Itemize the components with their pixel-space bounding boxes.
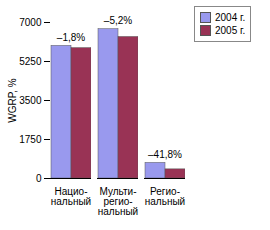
svg-text:Нацио-нальный: Нацио-нальный <box>51 186 91 207</box>
svg-text:–41,8%: –41,8% <box>148 149 182 160</box>
svg-text:3500: 3500 <box>19 95 42 106</box>
svg-text:1750: 1750 <box>19 134 42 145</box>
svg-text:7000: 7000 <box>19 17 42 28</box>
svg-text:0: 0 <box>36 173 42 184</box>
svg-text:–1,8%: –1,8% <box>57 32 85 43</box>
svg-text:Мульти-регио-нальный: Мульти-регио-нальный <box>98 186 138 217</box>
svg-text:5250: 5250 <box>19 56 42 67</box>
svg-text:–5,2%: –5,2% <box>104 15 132 26</box>
html-text:2005 г.: 2005 г. <box>215 25 246 36</box>
svg-text:WGRP, %: WGRP, % <box>7 78 18 122</box>
svg-text:Регио-нальный: Регио-нальный <box>145 186 185 207</box>
html-text:2004 г.: 2004 г. <box>215 12 246 23</box>
